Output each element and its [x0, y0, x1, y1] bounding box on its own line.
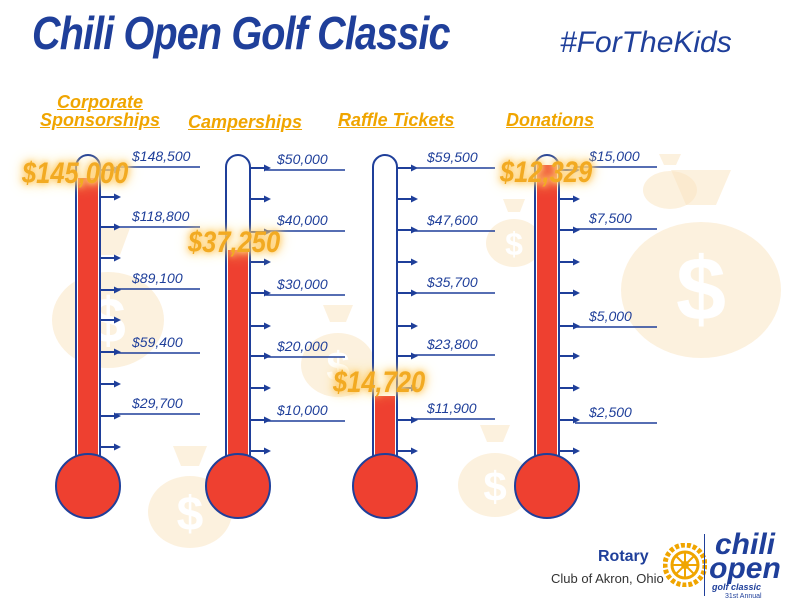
tick-arrowhead [411, 352, 418, 360]
tick-label: $15,000 [589, 148, 640, 164]
tick-label: $30,000 [277, 276, 328, 292]
tick-arrowhead [114, 443, 121, 451]
tick-arrowhead [264, 164, 271, 172]
tick-arrowhead [411, 322, 418, 330]
hashtag: #ForTheKids [560, 26, 732, 59]
tick-arrowhead [264, 195, 271, 203]
tick-label: $40,000 [277, 212, 328, 228]
tick-label: $20,000 [277, 338, 328, 354]
category-corporate-sponsorships: Corporate Sponsorships [38, 93, 162, 129]
category-raffle-tickets: Raffle Tickets [338, 110, 455, 130]
page-title: Chili Open Golf Classic [32, 7, 451, 59]
amount-donations: $12,329 [500, 156, 593, 189]
logo-divider [704, 534, 705, 596]
svg-text:$: $ [177, 488, 204, 541]
tick-arrowhead [573, 447, 580, 455]
tick-label: $29,700 [132, 395, 183, 411]
thermometer-bulb [352, 453, 418, 519]
amount-camperships: $37,250 [188, 226, 281, 259]
tick-arrowhead [114, 193, 121, 201]
svg-text:$: $ [483, 463, 506, 510]
rotary-wheel-icon [663, 543, 707, 587]
tick-label: $59,400 [132, 334, 183, 350]
tick-label: $7,500 [589, 210, 632, 226]
amount-corporate-sponsorships: $145,000 [22, 157, 129, 190]
tick-arrowhead [264, 289, 271, 297]
tick-label: $148,500 [132, 148, 191, 164]
tick-label: $47,600 [427, 212, 478, 228]
money-bag-icon: $ [148, 446, 232, 548]
svg-text:$: $ [676, 240, 726, 340]
tick-arrowhead [264, 352, 271, 360]
tick-arrowhead [573, 322, 580, 330]
svg-text:$: $ [326, 343, 349, 390]
tick-label: $50,000 [277, 151, 328, 167]
tick-label: $59,500 [427, 149, 478, 165]
tick-label: $23,800 [427, 336, 478, 352]
tick-arrowhead [411, 226, 418, 234]
tick-arrowhead [411, 195, 418, 203]
tick-arrowhead [411, 289, 418, 297]
tick-arrowhead [573, 384, 580, 392]
tick-arrowhead [411, 447, 418, 455]
thermometer-fill [375, 396, 395, 486]
tick-arrowhead [264, 384, 271, 392]
tick-arrowhead [411, 258, 418, 266]
tick-arrowhead [264, 447, 271, 455]
money-bag-icon: $ [458, 425, 532, 517]
svg-text:$: $ [505, 226, 523, 262]
tick-arrowhead [411, 164, 418, 172]
chili-open-logo: chili open [709, 528, 781, 585]
rotary-club-name: Club of Akron, Ohio [551, 571, 664, 586]
tick-label: $5,000 [589, 308, 632, 324]
category-camperships: Camperships [188, 112, 303, 132]
svg-text:$: $ [90, 284, 126, 356]
tick-arrowhead [573, 289, 580, 297]
category-donations: Donations [506, 110, 594, 130]
tick-label: $10,000 [277, 402, 328, 418]
tick-arrowhead [264, 416, 271, 424]
tick-label: $118,800 [132, 208, 190, 224]
logo-edition: 31st Annual [725, 593, 762, 600]
tick-arrowhead [573, 195, 580, 203]
tick-arrowhead [264, 322, 271, 330]
tick-arrowhead [573, 226, 580, 234]
tick-label: $2,500 [589, 404, 632, 420]
category-line: Corporate [56, 92, 143, 112]
category-line: Sponsorships [39, 110, 160, 130]
money-bag-icon: $ [301, 305, 375, 397]
amount-raffle-tickets: $14,720 [333, 366, 426, 399]
tick-arrowhead [411, 416, 418, 424]
tick-arrowhead [114, 380, 121, 388]
tick-label: $35,700 [427, 274, 478, 290]
tick-arrowhead [573, 352, 580, 360]
money-bag-icon: $ [486, 199, 542, 267]
rotary-name: Rotary [598, 548, 649, 565]
tick-label: $11,900 [427, 400, 477, 416]
tick-arrowhead [114, 412, 121, 420]
tick-arrowhead [573, 258, 580, 266]
money-bag-icon [643, 154, 697, 209]
tick-arrowhead [573, 416, 580, 424]
thermometer-bulb [55, 453, 121, 519]
logo-subtitle: golf classic [712, 582, 762, 592]
tick-label: $89,100 [132, 270, 183, 286]
thermometer-tube [225, 154, 251, 471]
